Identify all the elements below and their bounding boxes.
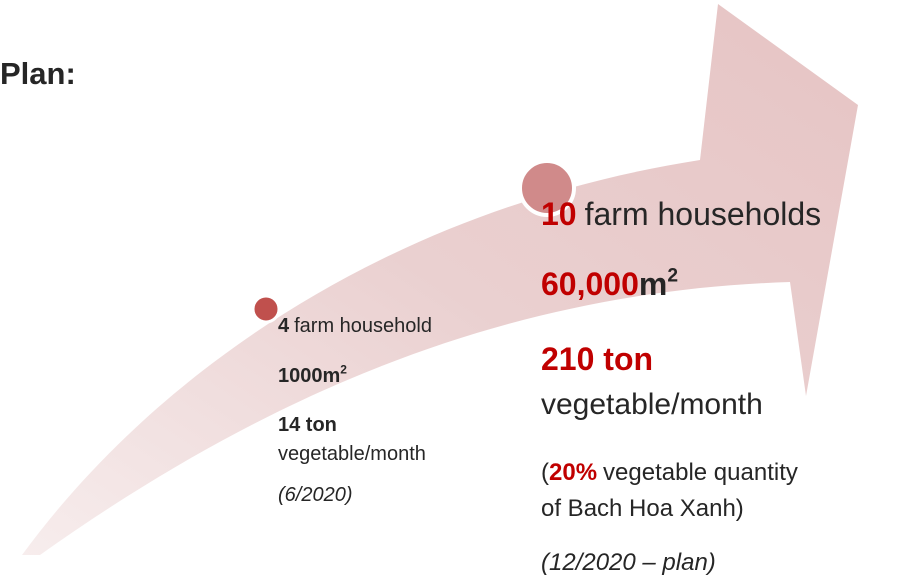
number: 4 [278, 315, 290, 337]
stage1-date: (6/2020) [278, 484, 353, 506]
stage2-share-text: of Bach Hoa Xanh) [541, 495, 744, 522]
heading: Plan: [0, 56, 76, 91]
number: 10 [541, 196, 577, 232]
label: farm households [584, 196, 822, 232]
stage2-output-text: vegetable/month [541, 388, 763, 421]
label: farm household [294, 315, 432, 337]
stage2-households: 10 farm households [541, 198, 821, 230]
unit: m [638, 266, 668, 302]
label: vegetable quantity [603, 459, 798, 486]
stage1-output: 14 ton [278, 414, 337, 436]
superscript: 2 [340, 362, 347, 377]
stage2-output: 210 ton [541, 341, 654, 377]
area: 1000m [278, 365, 341, 387]
superscript: 2 [667, 265, 678, 287]
share: 20% [549, 459, 598, 486]
milestone-dot-large [518, 159, 576, 217]
stage1-output-text: vegetable/month [278, 443, 426, 465]
stage2-date: (12/2020 – plan) [541, 549, 716, 576]
stage2-share: (20% vegetable quantity [541, 461, 798, 485]
area: 60,000 [541, 266, 639, 302]
stage1-area: 1000m2 [278, 362, 347, 387]
stage2-area: 60,000m2 [541, 265, 678, 302]
milestone-dot-small [251, 294, 281, 324]
paren: ( [541, 459, 549, 486]
curved-arrow [22, 4, 858, 555]
stage1-households: 4 farm household [278, 316, 432, 336]
